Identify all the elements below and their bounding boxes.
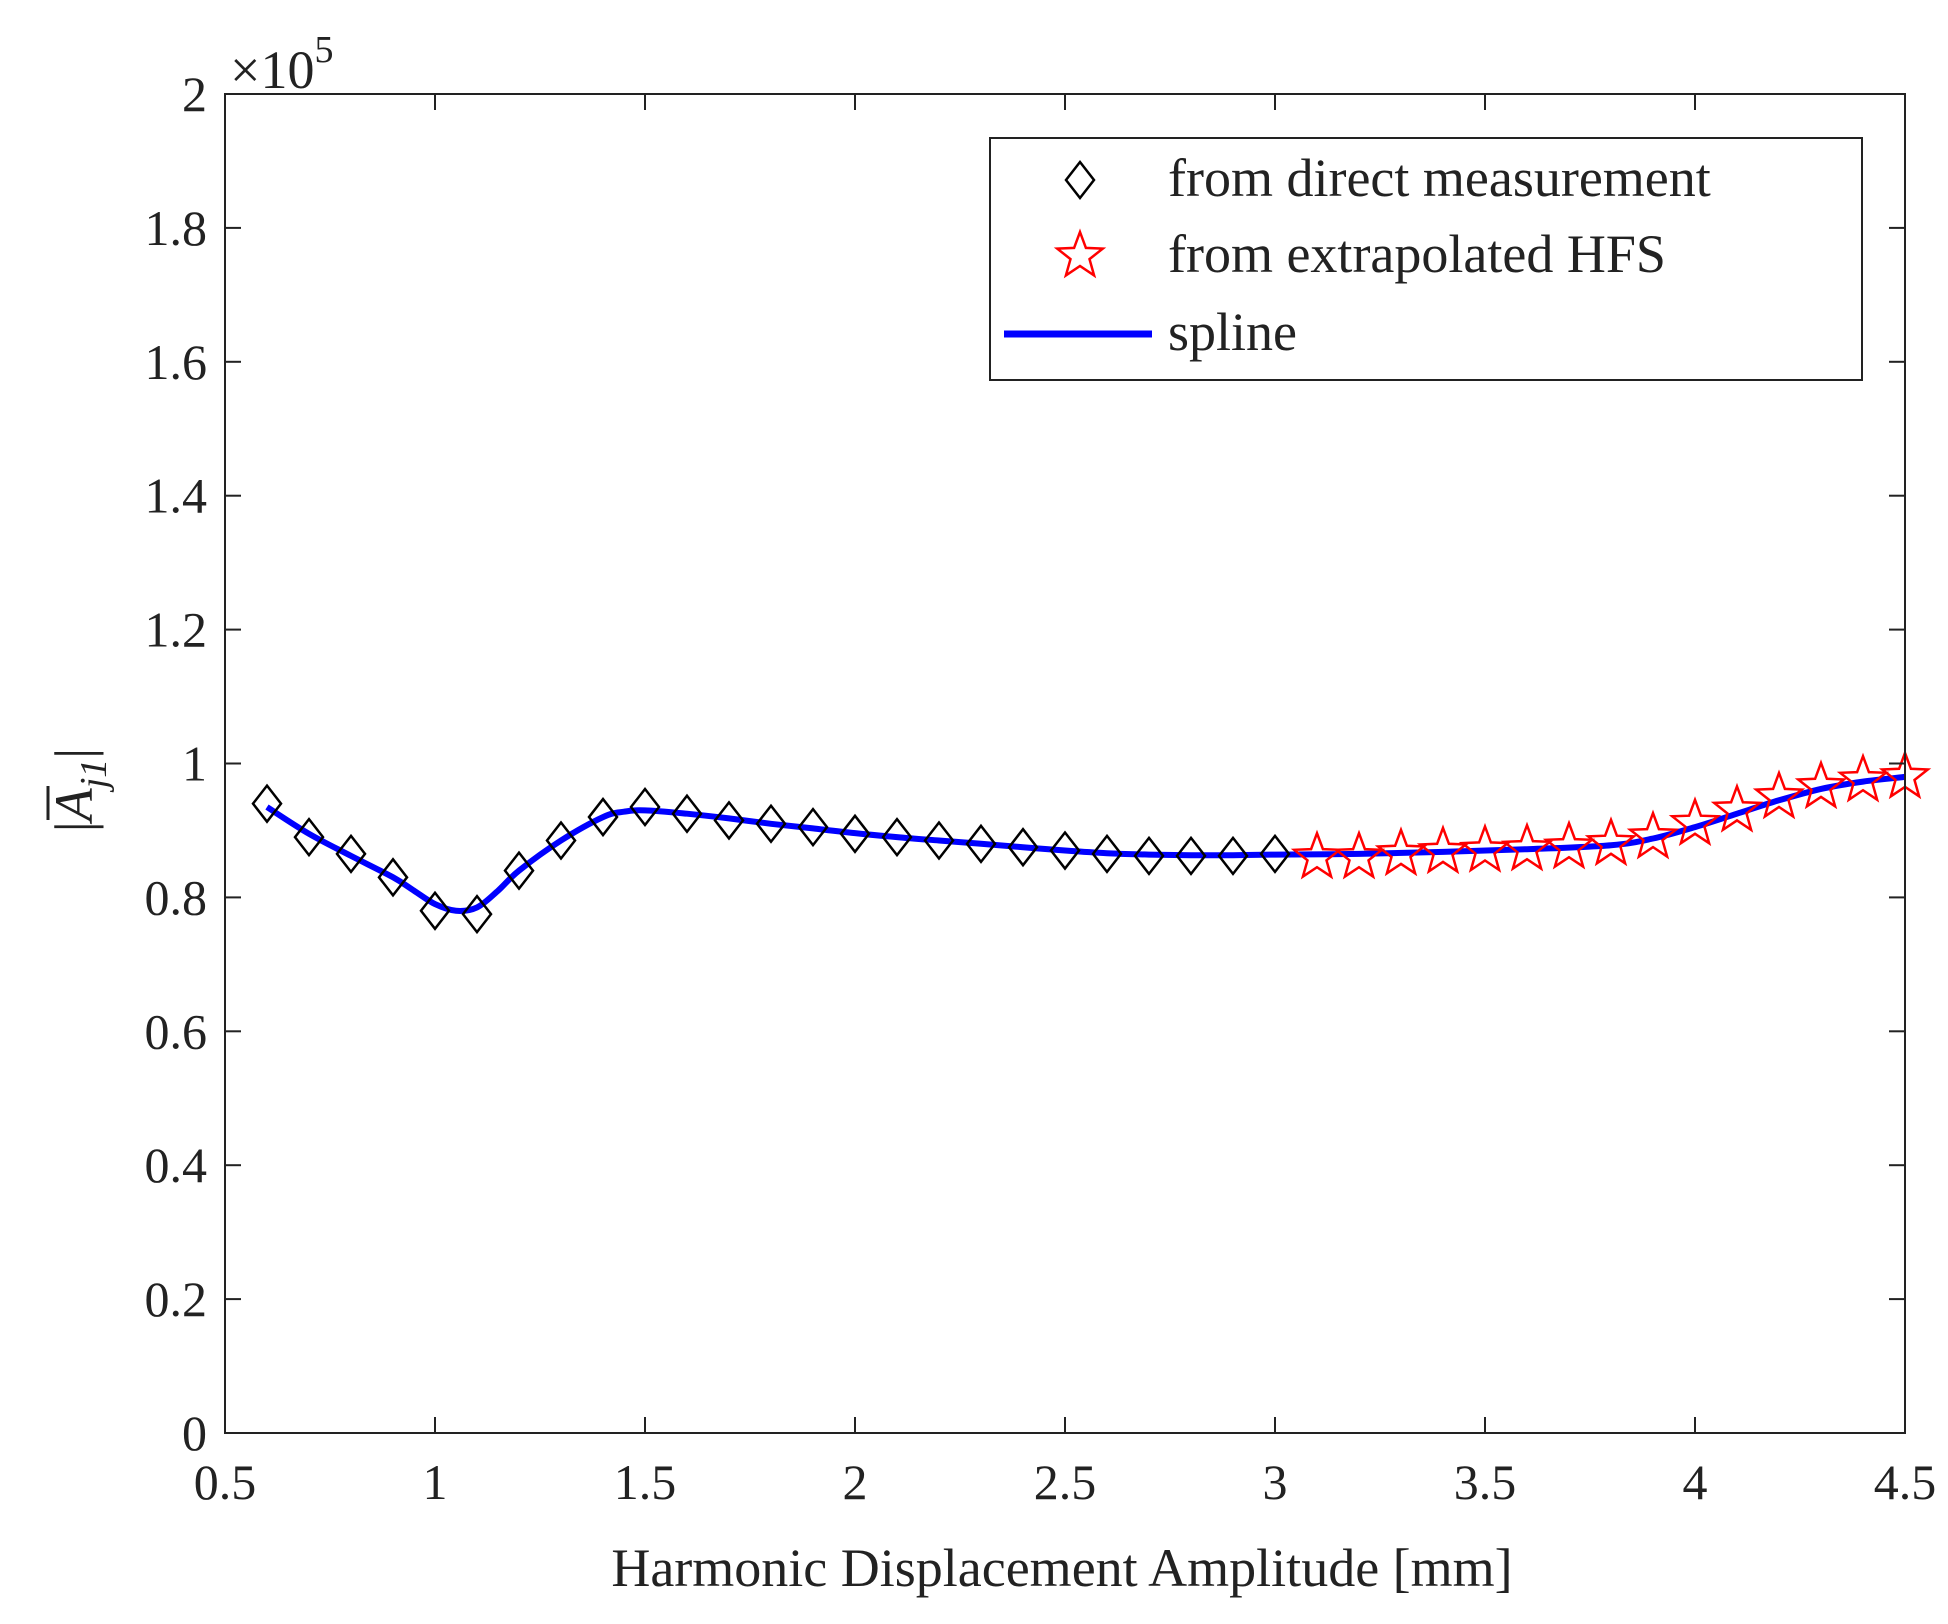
data-point-diamond <box>503 850 535 891</box>
legend-label-spline: spline <box>1168 302 1297 362</box>
legend-box <box>989 137 1863 381</box>
x-tick-label: 0.5 <box>194 1454 257 1510</box>
data-point-star <box>1584 816 1638 867</box>
diamond-marker-icon <box>1064 159 1096 201</box>
x-tick-label: 1 <box>423 1454 448 1510</box>
series-spline <box>265 773 1906 914</box>
data-point-diamond <box>1049 830 1081 871</box>
data-point-star <box>1626 809 1680 860</box>
data-point-diamond <box>923 820 955 861</box>
y-tick-label: 0.6 <box>145 1003 208 1059</box>
y-tick-label: 1.2 <box>145 602 208 658</box>
y-tick-label: 1 <box>182 736 207 792</box>
y-scale-label: ×105 <box>230 29 333 100</box>
data-point-diamond <box>251 783 283 824</box>
y-tick-label: 0.4 <box>145 1137 208 1193</box>
x-tick-label: 1.5 <box>614 1454 677 1510</box>
x-tick-label: 2 <box>843 1454 868 1510</box>
x-tick-label: 4.5 <box>1874 1454 1937 1510</box>
data-point-star <box>1836 752 1890 803</box>
data-point-diamond <box>1133 835 1165 876</box>
data-point-star <box>1668 796 1722 847</box>
data-point-star <box>1500 821 1554 872</box>
star-marker-icon <box>1053 228 1107 279</box>
data-point-diamond <box>1091 833 1123 874</box>
data-point-star <box>1542 819 1596 870</box>
x-tick-label: 2.5 <box>1034 1454 1097 1510</box>
data-point-diamond <box>965 823 997 864</box>
x-tick-label: 4 <box>1683 1454 1708 1510</box>
y-axis-title-symbol: A <box>44 787 104 824</box>
y-axis-title-subscript: j1 <box>73 759 115 794</box>
y-scale-base: ×10 <box>230 40 314 100</box>
y-tick-label: 1.6 <box>145 334 208 390</box>
y-tick-label: 0.2 <box>145 1271 208 1327</box>
series-layer <box>251 749 1932 935</box>
data-point-diamond <box>545 820 577 861</box>
x-tick-label: 3.5 <box>1454 1454 1517 1510</box>
data-point-diamond <box>1259 833 1291 874</box>
y-tick-label: 2 <box>182 66 207 122</box>
spline-line <box>265 773 1906 914</box>
data-point-diamond <box>1217 835 1249 876</box>
y-axis-title-prefix: | <box>44 821 104 832</box>
data-point-diamond <box>713 800 745 841</box>
data-point-diamond <box>755 803 787 844</box>
data-point-diamond <box>419 890 451 931</box>
markers-diamond <box>251 783 1291 935</box>
data-point-diamond <box>797 807 829 848</box>
markers-star <box>1290 749 1932 880</box>
y-axis-title-suffix: | <box>44 748 104 759</box>
legend-label-direct-measurement: from direct measurement <box>1168 148 1711 208</box>
legend-item-extrapolated-hfs: from extrapolated HFS <box>1053 224 1666 284</box>
y-tick-label: 1.8 <box>145 200 208 256</box>
data-point-star <box>1374 826 1428 877</box>
svg-text:|Aj1|: |Aj1| <box>44 748 115 832</box>
data-point-star <box>1458 822 1512 873</box>
data-point-diamond <box>293 817 325 858</box>
legend-item-direct-measurement: from direct measurement <box>1064 148 1711 208</box>
y-tick-label: 1.4 <box>145 468 208 524</box>
legend: from direct measurement from extrapolate… <box>989 137 1863 381</box>
data-point-diamond <box>671 793 703 834</box>
y-axis-title: |Aj1| <box>44 748 115 832</box>
y-tick-label: 0 <box>182 1405 207 1461</box>
data-point-star <box>1752 769 1806 820</box>
x-axis-title: Harmonic Displacement Amplitude [mm] <box>611 1538 1512 1598</box>
data-point-star <box>1794 759 1848 810</box>
data-point-diamond <box>881 817 913 858</box>
data-point-star <box>1416 824 1470 875</box>
data-point-diamond <box>1007 827 1039 868</box>
data-point-star <box>1332 829 1386 880</box>
axes-layer: 0.5 1 1.5 2 2.5 3 3.5 4 4.5 0 0.2 0.4 0.6 0.8 1 1.2 1.4 1… <box>145 66 1937 1510</box>
data-point-diamond <box>629 786 661 828</box>
data-point-diamond <box>461 894 493 935</box>
legend-label-extrapolated-hfs: from extrapolated HFS <box>1168 224 1666 284</box>
data-point-diamond <box>377 857 409 898</box>
data-point-star <box>1710 782 1764 833</box>
legend-item-spline: spline <box>1004 302 1297 362</box>
data-point-diamond <box>587 797 619 838</box>
data-point-diamond <box>839 813 871 854</box>
x-tick-label: 3 <box>1263 1454 1288 1510</box>
data-point-diamond <box>1175 835 1207 876</box>
data-point-diamond <box>335 833 367 874</box>
y-tick-label: 0.8 <box>145 869 208 925</box>
y-scale-exponent: 5 <box>314 29 333 71</box>
